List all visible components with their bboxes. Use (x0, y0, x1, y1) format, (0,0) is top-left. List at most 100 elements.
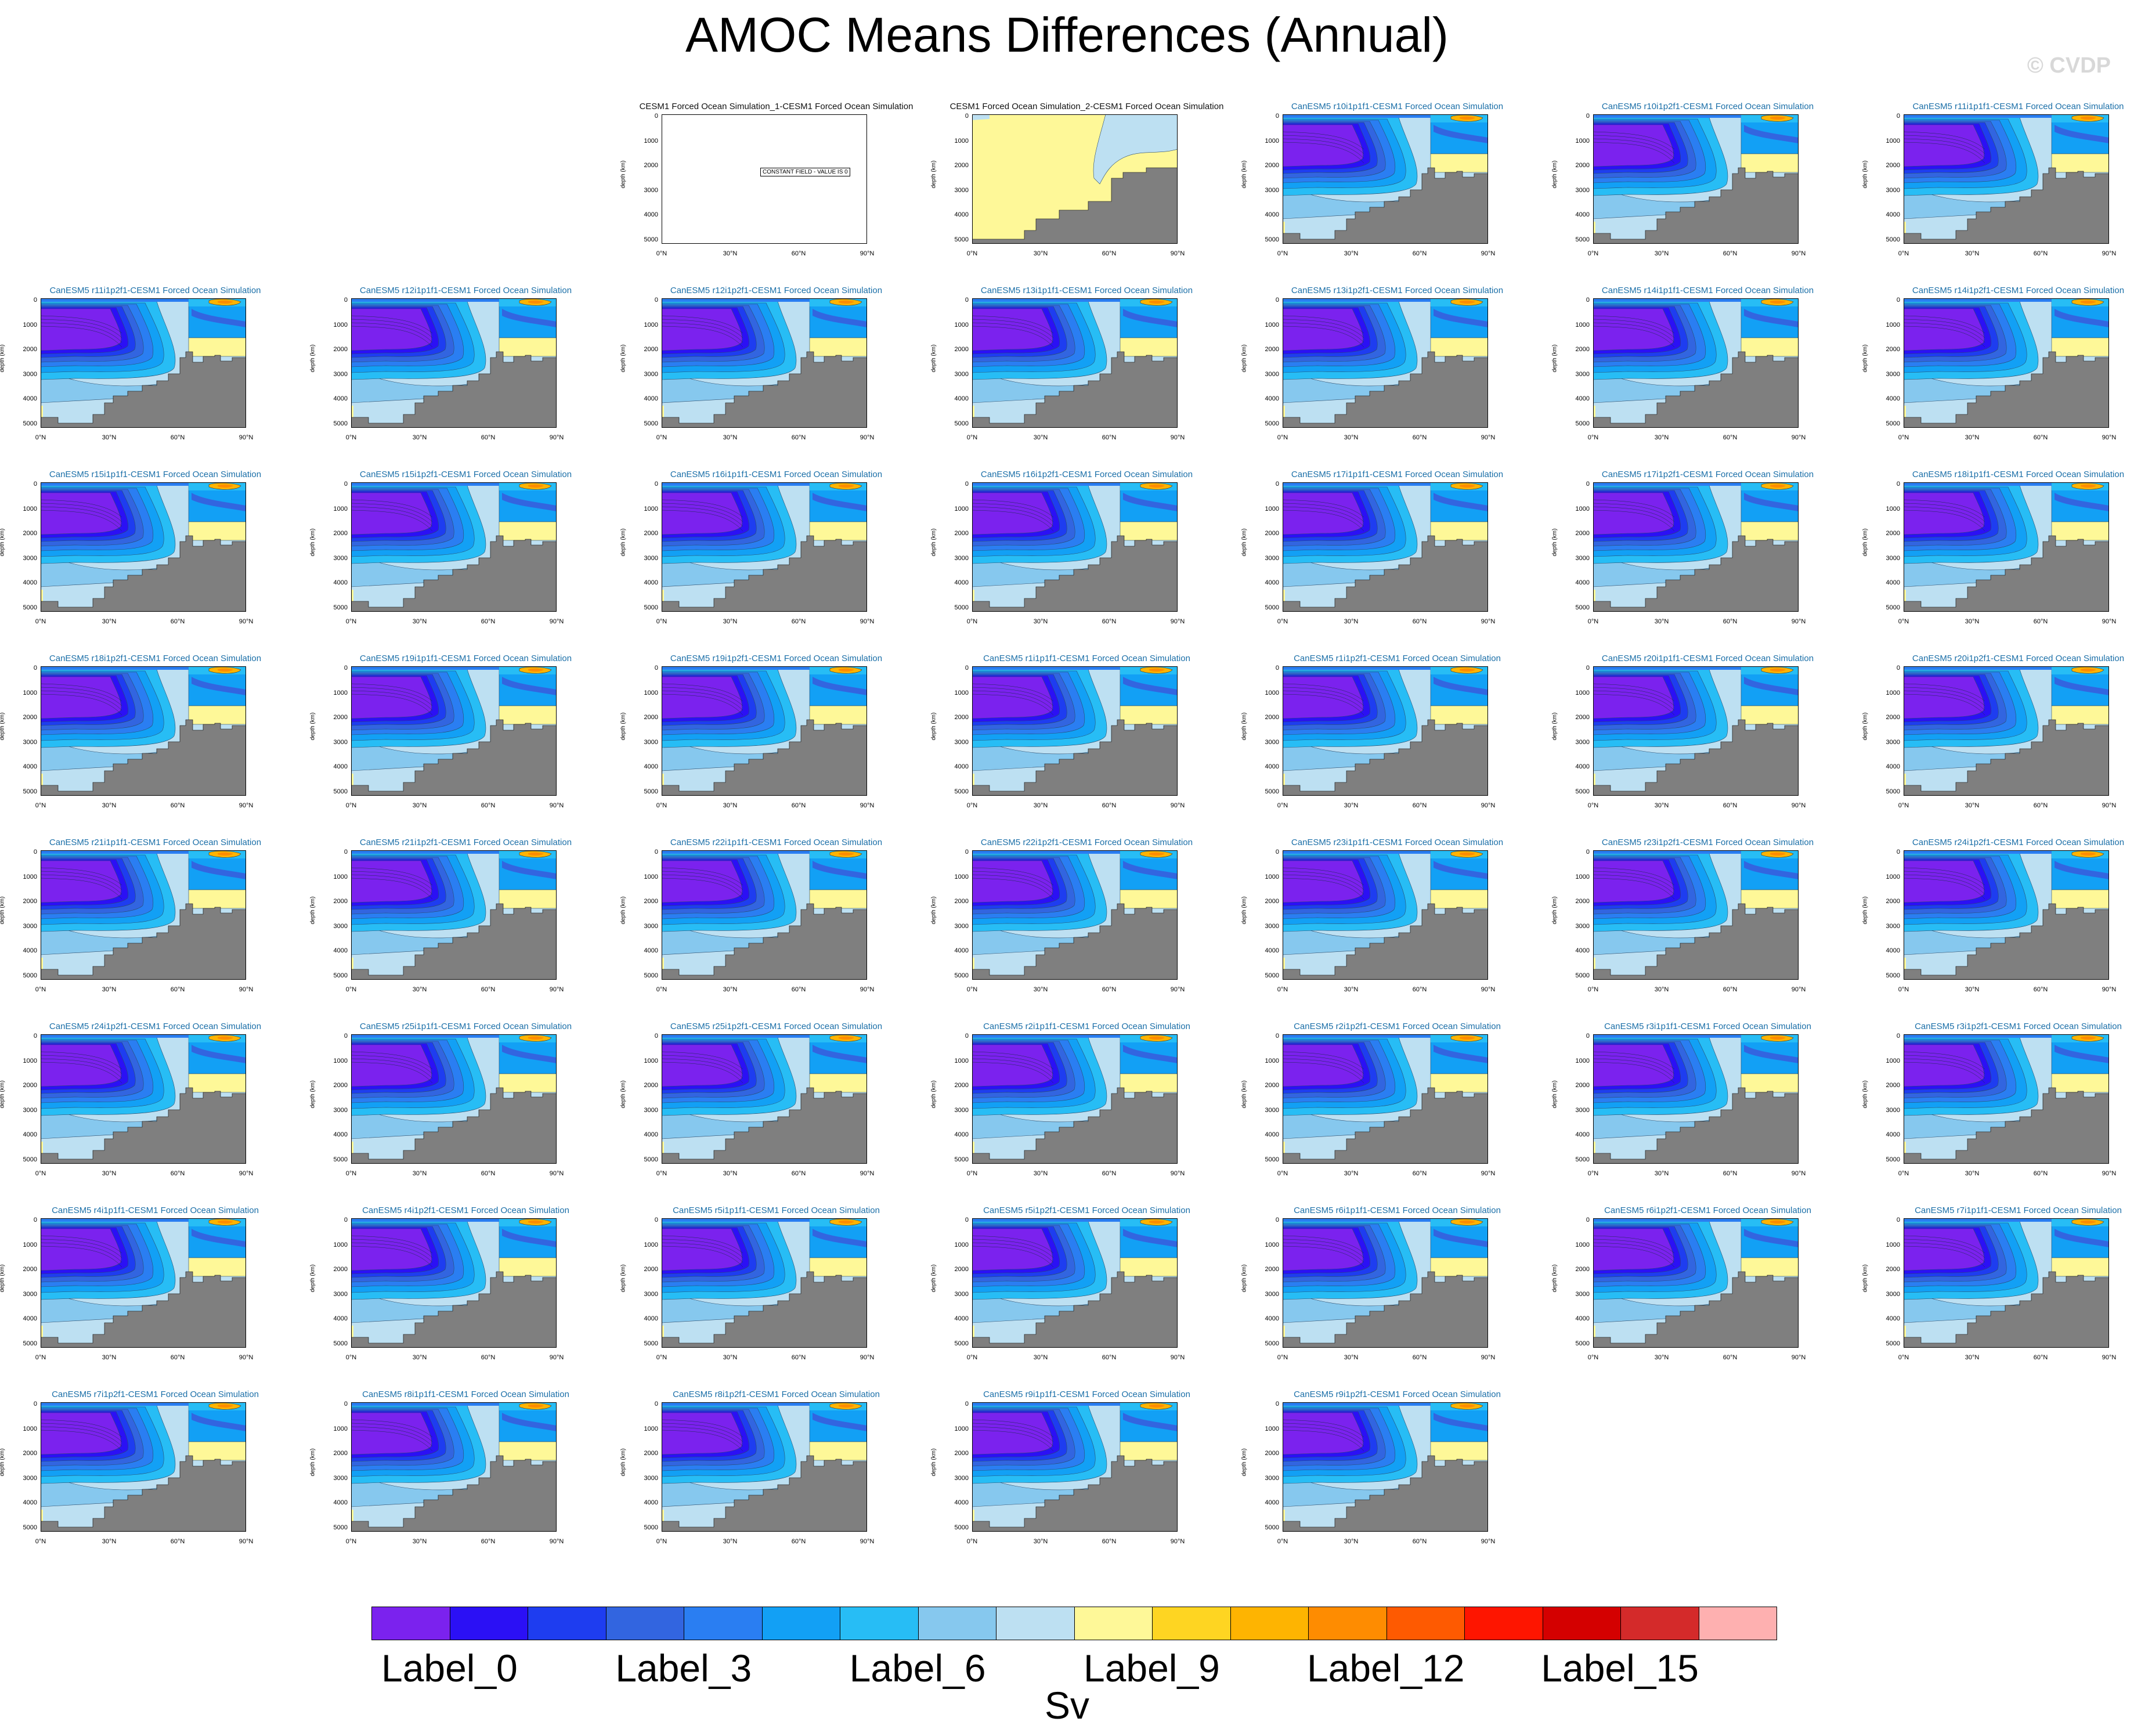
amoc-panel: CanESM5 r17i1p2f1-CESM1 Forced Ocean Sim… (1551, 470, 1863, 654)
contour-line (1903, 506, 1985, 527)
northern-yellow (2051, 153, 2110, 173)
contour-line (40, 1246, 122, 1268)
western-yellow (1904, 222, 1906, 242)
y-axis-label: depth (km) (0, 1264, 6, 1293)
contour-line (661, 1246, 743, 1268)
y-axis-label: depth (km) (309, 1080, 316, 1109)
y-tick-label: 1000 (333, 1057, 348, 1064)
y-tick-label: 0 (33, 849, 37, 856)
y-tick-label: 5000 (1265, 236, 1279, 243)
panel-plot-area (1282, 850, 1489, 980)
contour-line (40, 510, 122, 532)
y-tick-label: 1000 (644, 1241, 658, 1248)
northern-yellow (188, 521, 247, 541)
contour-line (351, 867, 433, 886)
contour-line (1282, 1423, 1364, 1442)
contour-line (1593, 874, 1675, 895)
contour-line (661, 1062, 743, 1084)
panel-plot-area (661, 850, 868, 980)
panel-title: CanESM5 r24i1p2f1-CESM1 Forced Ocean Sim… (1912, 838, 2125, 847)
plot-frame (1904, 114, 2109, 244)
surface-band (41, 666, 246, 670)
x-tick-label: 60°N (791, 1538, 806, 1545)
panel-plot-area (351, 1218, 557, 1348)
upper-cell-core (1903, 308, 1985, 351)
y-axis-label: depth (km) (1551, 896, 1558, 925)
plot-frame (1283, 298, 1488, 428)
northern-mid-band (2054, 1229, 2109, 1247)
y-tick-label: 2000 (23, 530, 37, 537)
upper-cell-core (351, 1228, 432, 1271)
ocean-floor (1593, 535, 1799, 612)
contour-line (1593, 1062, 1675, 1084)
y-tick-label: 1000 (1265, 505, 1279, 513)
northern-orange-core (1460, 1220, 1475, 1224)
panel-title: CanESM5 r24i1p2f1-CESM1 Forced Ocean Sim… (49, 1022, 262, 1031)
panel-field (40, 1034, 247, 1164)
x-tick-label: 60°N (481, 434, 496, 441)
ocean-floor (661, 1271, 868, 1348)
panel-title: CanESM5 r8i1p1f1-CESM1 Forced Ocean Simu… (362, 1389, 569, 1399)
panel-title: CanESM5 r15i1p1f1-CESM1 Forced Ocean Sim… (49, 470, 262, 479)
panel-field (1282, 114, 1489, 244)
y-tick-label: 4000 (1575, 579, 1590, 586)
amoc-panel: CanESM5 r6i1p1f1-CESM1 Forced Ocean Simu… (1241, 1206, 1552, 1389)
upper-cell-core (1282, 492, 1364, 535)
y-tick-label: 5000 (1265, 604, 1279, 611)
western-yellow (1593, 1142, 1595, 1162)
y-tick-label: 1000 (1265, 321, 1279, 329)
northern-yellow (809, 521, 868, 541)
panel-field (972, 482, 1178, 612)
contour-line (1282, 506, 1364, 527)
western-yellow (972, 958, 974, 978)
amoc-panel: CanESM5 r3i1p1f1-CESM1 Forced Ocean Simu… (1551, 1022, 1863, 1206)
surface-band (1283, 114, 1488, 118)
amoc-panel: CanESM5 r9i1p1f1-CESM1 Forced Ocean Simu… (930, 1389, 1242, 1573)
y-tick-label: 1000 (23, 873, 37, 880)
surface-band (662, 298, 867, 302)
y-tick-label: 5000 (1265, 788, 1279, 795)
x-tick-label: 30°N (723, 434, 738, 441)
western-yellow (662, 406, 664, 426)
y-axis-label: depth (km) (930, 712, 937, 741)
contour-line (351, 1419, 433, 1438)
y-tick-label: 4000 (1886, 947, 1900, 954)
y-tick-label: 0 (1275, 1217, 1279, 1223)
contour-line (1282, 690, 1364, 711)
y-axis-label: depth (km) (1862, 160, 1869, 189)
contour-line (1903, 326, 1985, 348)
northern-yellow (1120, 705, 1178, 725)
contour-line (661, 1058, 743, 1079)
contour-line (661, 690, 743, 711)
northern-mid-band (1744, 677, 1799, 695)
plot-frame (1593, 666, 1799, 796)
panel-field (972, 298, 1178, 428)
upper-cell-core (972, 492, 1053, 535)
panel-title: CanESM5 r20i1p1f1-CESM1 Forced Ocean Sim… (1601, 654, 1814, 663)
y-tick-label: 4000 (23, 579, 37, 586)
panel-title: CanESM5 r13i1p1f1-CESM1 Forced Ocean Sim… (980, 286, 1193, 295)
plot-frame (1283, 114, 1488, 244)
y-tick-label: 0 (1586, 849, 1590, 856)
y-tick-label: 1000 (954, 1241, 969, 1248)
northern-mid-band (1434, 861, 1488, 879)
contour-line (661, 319, 743, 338)
contour-line (40, 315, 122, 334)
contour-line (661, 510, 743, 532)
y-tick-label: 1000 (23, 1241, 37, 1248)
colorbar-swatch (1621, 1607, 1699, 1640)
ocean-floor (661, 719, 868, 796)
contour-line (1903, 142, 1985, 164)
northern-yellow (1741, 889, 1799, 909)
upper-cell-core (351, 676, 432, 719)
x-tick-label: 60°N (1412, 618, 1427, 625)
x-tick-label: 0°N (345, 802, 357, 809)
y-tick-label: 0 (1586, 1217, 1590, 1223)
x-tick-label: 60°N (1723, 1170, 1738, 1177)
ocean-floor (972, 351, 1178, 428)
x-tick-label: 90°N (549, 986, 564, 993)
ocean-floor (972, 535, 1178, 612)
contour-line (1903, 683, 1985, 702)
x-tick-label: 30°N (412, 802, 427, 809)
y-axis-label: depth (km) (309, 1264, 316, 1293)
